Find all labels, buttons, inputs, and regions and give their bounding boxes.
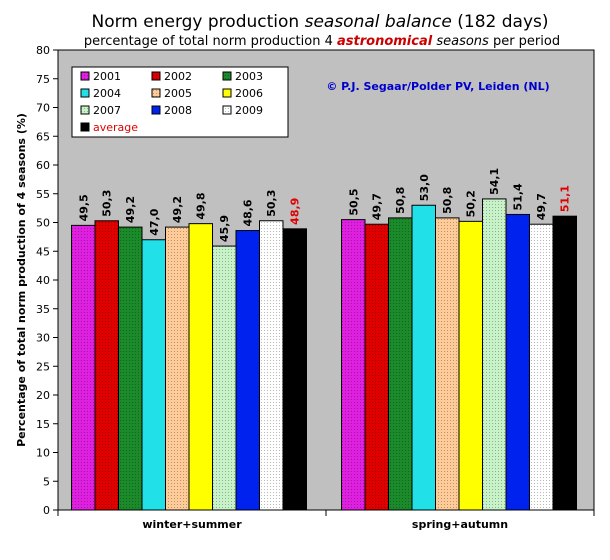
bar-2005	[435, 217, 460, 511]
value-label: 54,1	[488, 168, 501, 195]
y-tick-label: 35	[36, 303, 50, 316]
legend-label-2005: 2005	[164, 87, 192, 100]
bar-2001	[341, 219, 366, 511]
category-label-winter-summer: winter+summer	[142, 518, 242, 531]
legend-box	[71, 66, 289, 138]
value-label: 49,2	[124, 196, 137, 223]
bar-2003	[388, 217, 413, 511]
y-tick-label: 50	[36, 217, 50, 230]
value-label: 45,9	[218, 215, 231, 242]
bar-2006	[458, 220, 483, 511]
legend-swatch-2003	[222, 71, 232, 81]
y-tick-label: 80	[36, 44, 50, 57]
value-label: 51,4	[512, 183, 525, 210]
y-tick-label: 20	[36, 389, 50, 402]
bar-2001	[71, 224, 96, 511]
legend-swatch-2007	[80, 105, 90, 115]
bar-2009	[259, 220, 284, 511]
legend-label-2008: 2008	[164, 104, 192, 117]
bar-2008	[235, 230, 260, 511]
value-label: 48,6	[242, 199, 255, 226]
bar-2004	[141, 239, 166, 511]
value-label: 48,9	[289, 198, 302, 225]
legend-swatch-2009	[222, 105, 232, 115]
bar-2007	[482, 198, 507, 511]
bars	[71, 198, 577, 511]
y-tick-label: 30	[36, 332, 50, 345]
bar-2005	[165, 226, 190, 511]
legend-label-2009: 2009	[235, 104, 263, 117]
bar-2006	[188, 223, 213, 511]
value-label: 47,0	[148, 208, 161, 235]
bar-2004	[411, 204, 436, 511]
value-label: 53,0	[418, 174, 431, 201]
value-label: 50,3	[101, 190, 114, 217]
legend-label-2004: 2004	[93, 87, 121, 100]
legend-swatch-2004	[80, 88, 90, 98]
y-tick-label: 5	[43, 475, 50, 488]
legend-swatch-2006	[222, 88, 232, 98]
bar-average	[552, 215, 577, 511]
legend-label-2001: 2001	[93, 70, 121, 83]
value-label: 50,8	[394, 187, 407, 214]
y-tick-label: 55	[36, 188, 50, 201]
y-tick-label: 45	[36, 245, 50, 258]
value-label: 50,3	[265, 190, 278, 217]
legend-swatch-2001	[80, 71, 90, 81]
value-label: 51,1	[559, 185, 572, 212]
y-tick-label: 70	[36, 102, 50, 115]
y-tick-label: 65	[36, 130, 50, 143]
bar-2002	[364, 223, 389, 511]
y-tick-label: 0	[43, 504, 50, 517]
value-label: 50,2	[465, 190, 478, 217]
value-labels: 49,5 50,3 49,2 47,0 49,2 49,8 45,9 48,6 50,3 48,9…	[77, 168, 572, 242]
legend-swatch-2002	[151, 71, 161, 81]
value-label: 50,8	[441, 187, 454, 214]
legend-label-2002: 2002	[164, 70, 192, 83]
credit-text: © P.J. Segaar/Polder PV, Leiden (NL)	[326, 80, 549, 93]
y-axis-label: Percentage of total norm production of 4…	[15, 113, 28, 447]
legend-label-average: average	[93, 121, 138, 134]
legend-label-2007: 2007	[93, 104, 121, 117]
y-tick-label: 10	[36, 447, 50, 460]
y-tick-label: 40	[36, 274, 50, 287]
bar-2007	[212, 245, 237, 511]
y-tick-label: 75	[36, 73, 50, 86]
bar-average	[282, 228, 307, 511]
bar-2009	[529, 223, 554, 511]
y-axis: 0 5 10 15 20 25 30 35 40 45 50 55 60 65 70 75 80	[36, 44, 58, 517]
y-tick-label: 15	[36, 418, 50, 431]
y-tick-label: 60	[36, 159, 50, 172]
value-label: 49,8	[195, 193, 208, 220]
x-axis: winter+summer spring+autumn	[142, 518, 508, 531]
value-label: 49,5	[77, 194, 90, 221]
value-label: 49,2	[171, 196, 184, 223]
value-label: 50,5	[347, 188, 360, 215]
legend-swatch-2005	[151, 88, 161, 98]
legend-label-2006: 2006	[235, 87, 263, 100]
bar-2008	[505, 213, 530, 511]
legend: 2001 2002 2003 2004 2005 2006 2007 2008 2009 aver…	[80, 70, 263, 134]
y-tick-label: 25	[36, 360, 50, 373]
category-label-spring-autumn: spring+autumn	[412, 518, 508, 531]
value-label: 49,7	[535, 193, 548, 220]
bar-2002	[94, 220, 119, 511]
legend-swatch-average	[80, 122, 90, 132]
bar-2003	[118, 226, 143, 511]
legend-swatch-2008	[151, 105, 161, 115]
value-label: 49,7	[371, 193, 384, 220]
chart-title: Norm energy production seasonal balance …	[91, 12, 548, 32]
chart-subtitle: percentage of total norm production 4 as…	[84, 34, 560, 49]
legend-label-2003: 2003	[235, 70, 263, 83]
